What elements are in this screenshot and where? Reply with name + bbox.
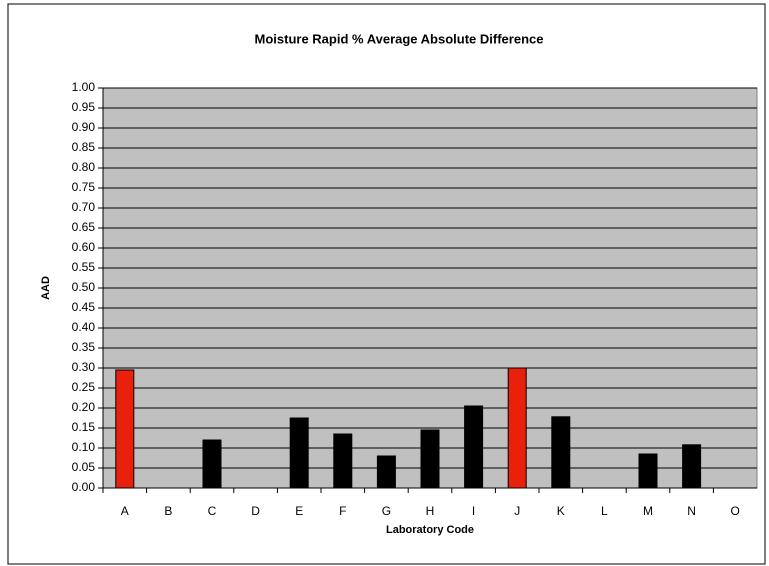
y-tick-label: 0.30 [72,360,96,374]
y-tick-label: 1.00 [72,80,96,94]
x-tick-label: J [514,504,520,518]
x-tick-label: F [339,504,346,518]
x-tick-label: D [251,504,260,518]
y-tick-label: 0.65 [72,220,96,234]
y-tick-label: 0.35 [72,340,96,354]
y-tick-label: 0.55 [72,260,96,274]
x-tick-label: M [643,504,653,518]
bar [638,453,658,489]
y-tick-label: 0.80 [72,160,96,174]
x-tick-label: O [731,504,740,518]
y-tick-label: 0.45 [72,300,96,314]
y-tick-label: 0.75 [72,180,96,194]
y-tick-label: 0.15 [72,420,96,434]
y-tick-label: 0.50 [72,280,96,294]
x-tick-label: H [426,504,435,518]
x-tick-label: C [208,504,217,518]
y-axis-label: AAD [40,276,52,300]
bar [202,439,222,489]
y-tick-label: 0.10 [72,440,96,454]
x-tick-label: N [687,504,696,518]
bar [289,417,309,489]
y-tick-label: 0.70 [72,200,96,214]
bar [507,367,527,489]
y-tick-label: 0.25 [72,380,96,394]
y-tick-label: 0.85 [72,140,96,154]
bar [682,444,702,489]
x-tick-label: L [601,504,608,518]
y-tick-label: 0.60 [72,240,96,254]
y-tick-label: 0.90 [72,120,96,134]
x-tick-label: G [382,504,391,518]
x-tick-label: B [164,504,172,518]
bar [115,369,135,489]
chart-title: Moisture Rapid % Average Absolute Differ… [255,31,544,46]
y-tick-label: 0.40 [72,320,96,334]
bar [333,433,353,489]
y-tick-label: 0.20 [72,400,96,414]
x-tick-label: K [557,504,565,518]
bar [551,416,571,489]
x-tick-label: E [295,504,303,518]
y-tick-label: 0.05 [72,460,96,474]
bar [420,429,440,489]
y-tick-label: 0.00 [72,480,96,494]
bar [376,455,396,489]
bar [464,405,484,489]
x-tick-label: I [472,504,475,518]
x-tick-label: A [121,504,129,518]
x-axis-label: Laboratory Code [386,524,474,536]
y-tick-label: 0.95 [72,100,96,114]
